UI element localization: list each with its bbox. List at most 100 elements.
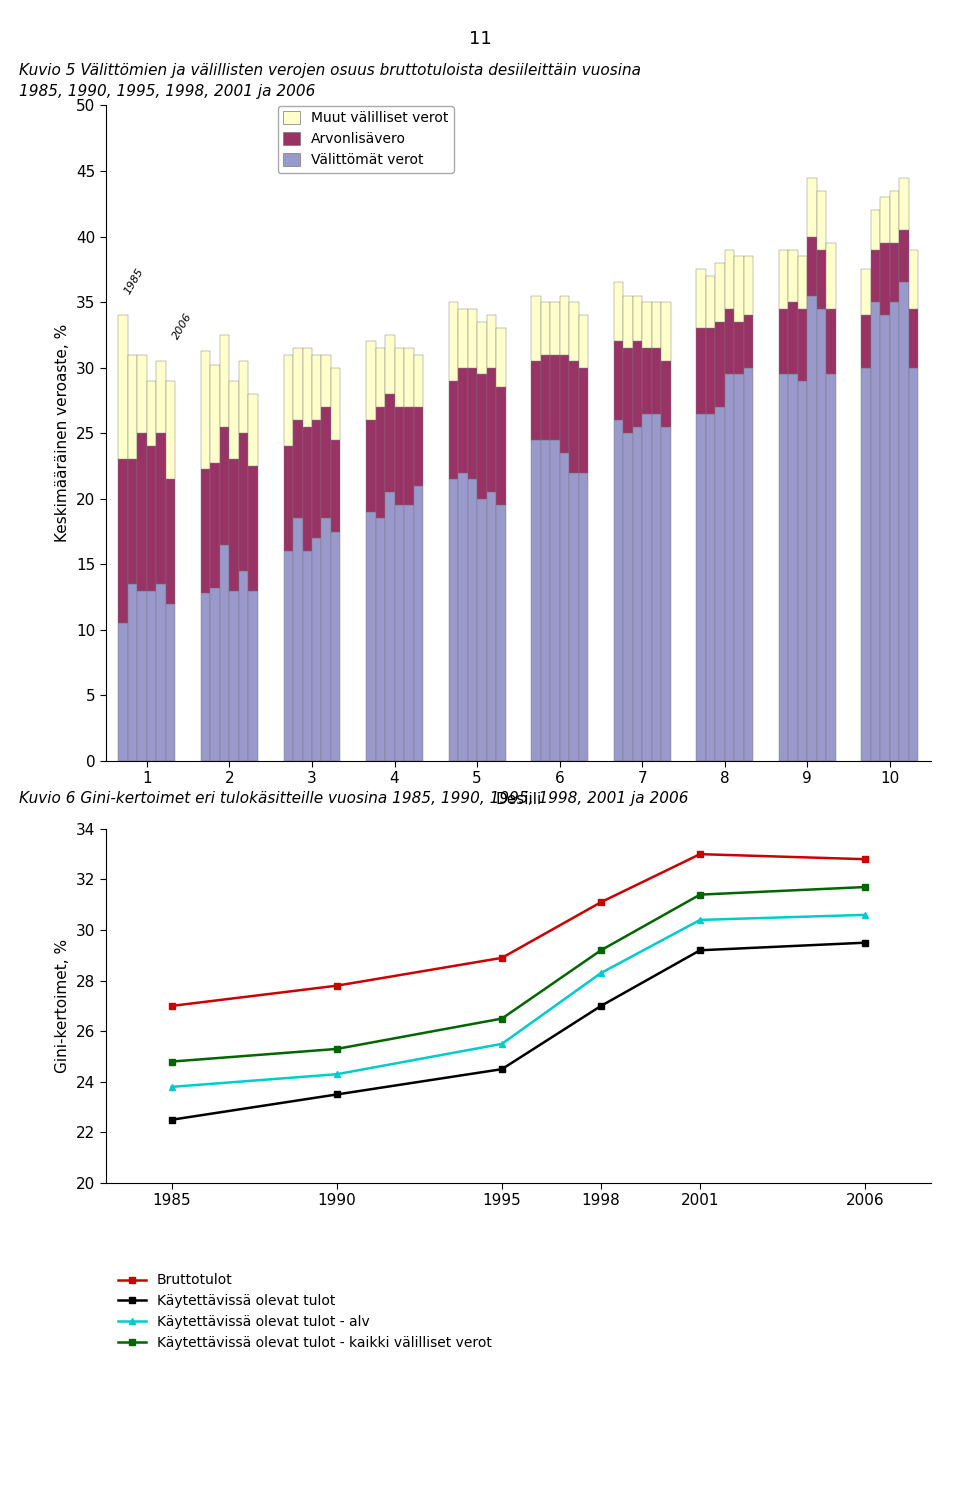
Bar xyxy=(652,413,661,761)
Bar xyxy=(744,256,754,315)
Bar xyxy=(779,374,788,761)
Bar xyxy=(487,368,496,493)
Bar xyxy=(569,362,579,473)
Text: 2006: 2006 xyxy=(172,312,194,342)
Bar xyxy=(220,426,229,544)
Bar xyxy=(734,256,744,322)
Bar xyxy=(827,374,836,761)
Bar xyxy=(540,354,550,440)
Bar xyxy=(477,374,487,499)
Bar xyxy=(725,374,734,761)
Bar xyxy=(642,303,652,348)
Bar xyxy=(137,591,147,761)
Text: 1985, 1990, 1995, 1998, 2001 ja 2006: 1985, 1990, 1995, 1998, 2001 ja 2006 xyxy=(19,84,316,99)
Bar xyxy=(166,604,176,761)
Bar xyxy=(229,460,239,591)
Bar xyxy=(744,315,754,368)
Bar xyxy=(375,348,385,407)
Bar xyxy=(909,250,919,309)
Bar xyxy=(890,191,900,243)
Bar xyxy=(696,270,706,329)
Bar xyxy=(283,354,293,446)
Bar xyxy=(890,243,900,301)
Bar xyxy=(366,512,375,761)
Bar xyxy=(871,250,880,301)
Bar xyxy=(477,499,487,761)
Bar xyxy=(448,479,458,761)
Bar xyxy=(744,368,754,761)
Bar xyxy=(900,231,909,282)
Bar xyxy=(395,407,404,505)
Bar xyxy=(293,518,302,761)
Bar xyxy=(909,368,919,761)
Bar xyxy=(579,368,588,473)
Bar xyxy=(880,315,890,761)
Bar xyxy=(468,368,477,479)
Bar xyxy=(201,594,210,761)
Bar xyxy=(715,262,725,322)
Bar xyxy=(147,381,156,446)
Bar xyxy=(890,301,900,761)
Text: Kuvio 5 Välittömien ja välillisten verojen osuus bruttotuloista desiileittäin vu: Kuvio 5 Välittömien ja välillisten veroj… xyxy=(19,63,641,78)
Bar xyxy=(322,518,331,761)
Bar xyxy=(366,342,375,420)
Bar xyxy=(487,315,496,368)
Bar xyxy=(210,365,220,464)
Bar xyxy=(560,454,569,761)
Bar xyxy=(909,309,919,368)
Text: 11: 11 xyxy=(468,30,492,48)
Bar xyxy=(798,381,807,761)
Bar xyxy=(229,381,239,460)
Bar xyxy=(118,624,128,761)
Y-axis label: Keskimääräinen veroaste, %: Keskimääräinen veroaste, % xyxy=(56,324,70,543)
Bar xyxy=(385,393,395,493)
Bar xyxy=(871,211,880,250)
Bar xyxy=(706,276,715,329)
Bar xyxy=(900,178,909,231)
Bar xyxy=(249,393,258,466)
Bar xyxy=(385,493,395,761)
Bar xyxy=(661,362,671,426)
Bar xyxy=(293,420,302,518)
Bar xyxy=(118,460,128,624)
Bar xyxy=(861,368,871,761)
Bar xyxy=(642,348,652,413)
Bar xyxy=(531,362,540,440)
Bar xyxy=(725,250,734,309)
Bar xyxy=(468,309,477,368)
Bar xyxy=(788,374,798,761)
Bar xyxy=(331,440,341,532)
Bar xyxy=(458,368,468,473)
Bar xyxy=(807,178,817,237)
Bar xyxy=(900,282,909,761)
Bar xyxy=(404,505,414,761)
Bar xyxy=(817,309,827,761)
Bar xyxy=(137,354,147,434)
Bar xyxy=(302,348,312,426)
Bar xyxy=(880,197,890,243)
Bar xyxy=(560,354,569,454)
Bar xyxy=(861,270,871,315)
Bar xyxy=(871,301,880,761)
Text: Kuvio 6 Gini-kertoimet eri tulokäsitteille vuosina 1985, 1990, 1995, 1998, 2001 : Kuvio 6 Gini-kertoimet eri tulokäsitteil… xyxy=(19,791,688,806)
Bar xyxy=(779,250,788,309)
Bar xyxy=(414,485,423,761)
Bar xyxy=(166,381,176,479)
Bar xyxy=(210,588,220,761)
Bar xyxy=(404,348,414,407)
Bar xyxy=(725,309,734,374)
Bar xyxy=(633,426,642,761)
Bar xyxy=(696,413,706,761)
Bar xyxy=(652,303,661,348)
X-axis label: Desiili: Desiili xyxy=(495,793,541,808)
Bar xyxy=(579,315,588,368)
Bar xyxy=(312,420,322,538)
Bar xyxy=(880,243,890,315)
Bar xyxy=(220,335,229,426)
Bar xyxy=(229,591,239,761)
Bar xyxy=(817,250,827,309)
Bar xyxy=(458,309,468,368)
Bar xyxy=(249,466,258,591)
Bar xyxy=(661,426,671,761)
Bar xyxy=(613,282,623,342)
